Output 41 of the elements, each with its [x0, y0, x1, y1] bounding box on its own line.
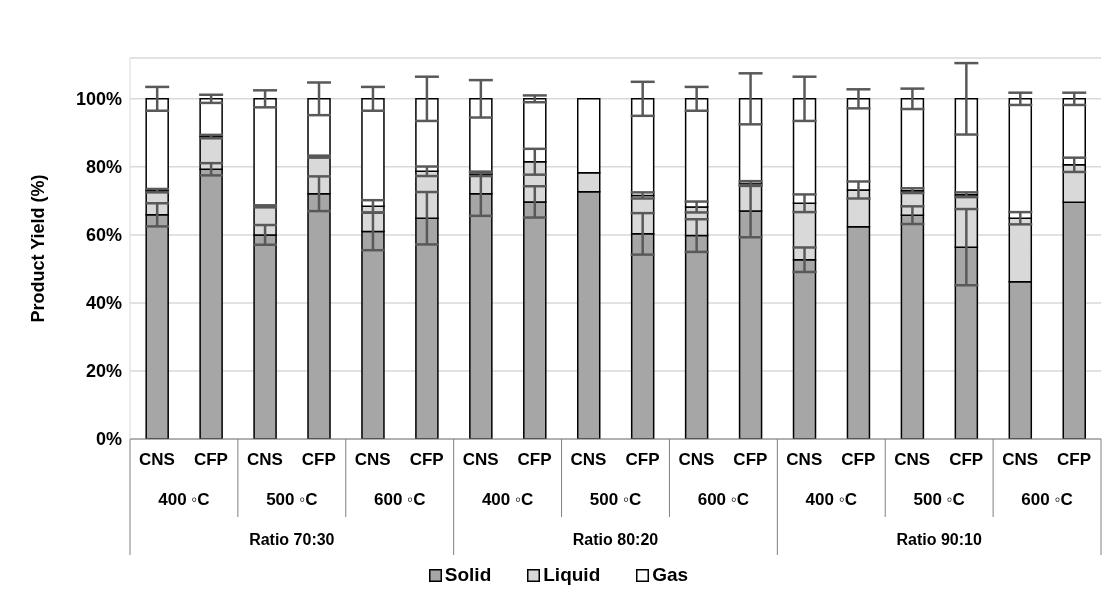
text: Ratio 90:10 [896, 531, 982, 548]
x-tick-label: CFP [949, 450, 984, 469]
x-tick-label: CNS [786, 450, 823, 469]
text: Ratio 80:20 [572, 531, 659, 548]
x-tick-label: CNS [894, 450, 931, 469]
text: 500 ◦C [589, 490, 642, 509]
legend-label: Liquid [542, 564, 601, 586]
x-tick-label: CFP [301, 450, 336, 469]
x-tick-label: CFP [1057, 450, 1092, 469]
text: 600 ◦C [374, 490, 426, 509]
x-tick-label: CNS [354, 450, 391, 469]
bar [145, 98, 169, 192]
y-tick-label: 60% [85, 225, 122, 246]
legend-label: Gas [651, 564, 689, 586]
text: Ratio 70:30 [249, 531, 335, 548]
text: 400 ◦C [805, 490, 857, 509]
legend-label: Solid [443, 564, 492, 586]
y-tick-label: 40% [85, 293, 122, 314]
text: 500 ◦C [913, 490, 965, 509]
x-tick-label: CFP [733, 450, 768, 469]
x-tick-label: CFP [517, 450, 552, 469]
text: 400 ◦C [481, 490, 534, 509]
x-tick-label: CNS [246, 450, 283, 469]
text: 600 ◦C [1021, 490, 1073, 509]
x-tick-label: CFP [409, 450, 444, 469]
y-tick-label: 100% [75, 89, 122, 110]
x-tick-label: CFP [193, 450, 228, 469]
y-axis-title: Product Yield (%) [28, 174, 49, 323]
text: 500 ◦C [266, 490, 318, 509]
y-tick-label: 20% [85, 361, 122, 382]
x-tick-label: CFP [625, 450, 660, 469]
x-tick-label: CNS [1002, 450, 1039, 469]
y-tick-label: 80% [85, 157, 122, 178]
x-tick-label: CNS [462, 450, 499, 469]
text: 600 ◦C [697, 490, 750, 509]
x-tick-label: CNS [139, 450, 175, 469]
x-tick-label: CNS [678, 450, 715, 469]
text: 400 ◦C [158, 490, 210, 509]
x-tick-label: CFP [841, 450, 876, 469]
y-tick-label: 0% [95, 429, 122, 450]
x-tick-label: CNS [570, 450, 607, 469]
